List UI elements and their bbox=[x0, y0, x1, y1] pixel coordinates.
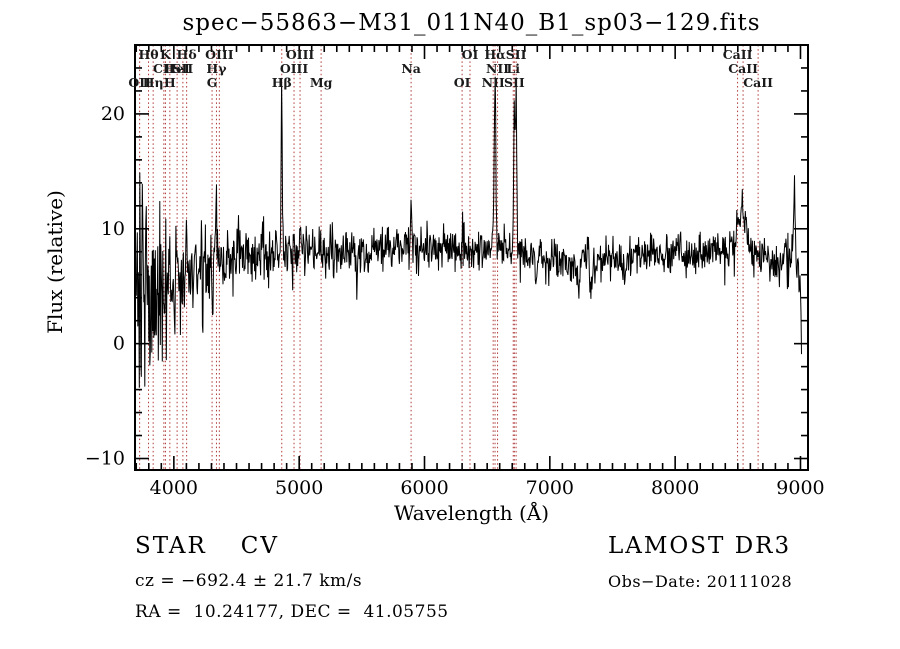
svg-text:Hθ: Hθ bbox=[138, 47, 158, 62]
subclass-label: CV bbox=[240, 533, 279, 559]
svg-text:0: 0 bbox=[113, 333, 125, 355]
ra-dec: RA = 10.24177, DEC = 41.05755 bbox=[135, 602, 449, 622]
svg-text:CII: CII bbox=[153, 61, 175, 76]
svg-text:CaII: CaII bbox=[743, 75, 773, 90]
svg-text:Hγ: Hγ bbox=[206, 61, 227, 76]
svg-text:HeI: HeI bbox=[164, 61, 190, 76]
svg-text:Hη: Hη bbox=[143, 75, 164, 90]
classification-line: STAR CV bbox=[135, 533, 279, 559]
x-axis-label: Wavelength (Å) bbox=[393, 501, 550, 525]
svg-text:SII: SII bbox=[504, 75, 525, 90]
svg-text:NII: NII bbox=[482, 75, 505, 90]
svg-text:7000: 7000 bbox=[526, 477, 574, 499]
class-label: STAR bbox=[135, 533, 207, 559]
svg-text:8000: 8000 bbox=[651, 477, 699, 499]
svg-text:SII: SII bbox=[506, 47, 527, 62]
axis-ticks bbox=[135, 45, 808, 470]
svg-text:OIII: OIII bbox=[280, 61, 309, 76]
cz-value: cz = −692.4 ± 21.7 km/s bbox=[135, 571, 363, 591]
svg-text:NII: NII bbox=[486, 61, 509, 76]
svg-text:9000: 9000 bbox=[776, 477, 824, 499]
svg-text:Hδ: Hδ bbox=[177, 47, 197, 62]
svg-text:OIII: OIII bbox=[286, 47, 315, 62]
svg-text:OII: OII bbox=[128, 75, 151, 90]
svg-text:G: G bbox=[207, 75, 218, 90]
svg-text:5000: 5000 bbox=[275, 477, 323, 499]
svg-text:Hα: Hα bbox=[484, 47, 506, 62]
svg-text:6000: 6000 bbox=[400, 477, 448, 499]
spectrum-plot: 4000 5000 6000 7000 8000 9000 −10 0 10 20 Hθ K Hδ OII… bbox=[85, 44, 825, 499]
svg-text:OI: OI bbox=[462, 47, 479, 62]
tick-labels: 4000 5000 6000 7000 8000 9000 −10 0 10 20 bbox=[85, 103, 825, 499]
svg-text:H: H bbox=[164, 75, 176, 90]
svg-text:CaII: CaII bbox=[728, 61, 758, 76]
svg-text:10: 10 bbox=[101, 218, 125, 240]
svg-text:−10: −10 bbox=[85, 448, 125, 470]
svg-text:Mg: Mg bbox=[310, 75, 333, 90]
obs-date: Obs−Date: 20111028 bbox=[608, 572, 793, 591]
svg-text:Na: Na bbox=[401, 61, 421, 76]
svg-text:K: K bbox=[160, 47, 172, 62]
svg-text:OIII: OIII bbox=[205, 47, 234, 62]
plot-title: spec−55863−M31_011N40_B1_sp03−129.fits bbox=[182, 10, 761, 36]
spectrum-path bbox=[135, 76, 802, 388]
svg-text:CaII: CaII bbox=[723, 47, 753, 62]
svg-text:OI: OI bbox=[454, 75, 471, 90]
svg-text:Li: Li bbox=[506, 61, 520, 76]
survey-label: LAMOST DR3 bbox=[608, 533, 792, 559]
svg-text:20: 20 bbox=[101, 103, 125, 125]
svg-text:Hβ: Hβ bbox=[272, 75, 292, 90]
plot-frame bbox=[134, 44, 809, 471]
svg-text:4000: 4000 bbox=[150, 477, 198, 499]
svg-text:SII: SII bbox=[173, 61, 194, 76]
